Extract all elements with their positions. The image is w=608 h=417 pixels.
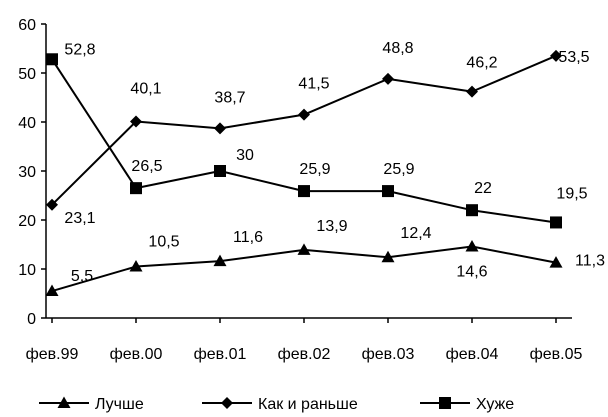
data-label-khuzhe: 25,9 <box>383 161 414 178</box>
y-tick-label: 20 <box>18 213 36 230</box>
data-point-luchshe <box>129 260 143 272</box>
legend-marker-diamond-icon <box>221 397 233 409</box>
data-point-luchshe <box>297 243 311 255</box>
legend-marker-triangle-icon <box>57 396 71 408</box>
data-point-luchshe <box>549 256 563 268</box>
data-label-luchshe: 12,4 <box>400 225 431 242</box>
y-tick-label: 30 <box>18 164 36 181</box>
legend-item-kak-i-ranshe: Как и раньше <box>202 396 358 413</box>
x-tick-label: фев.04 <box>446 346 499 363</box>
data-point-kak-i-ranshe <box>382 72 394 85</box>
data-label-luchshe: 11,3 <box>575 253 605 270</box>
data-label-luchshe: 11,6 <box>233 229 263 246</box>
legend-item-khuzhe: Хуже <box>420 396 514 413</box>
data-point-luchshe <box>381 250 395 263</box>
series-markers <box>45 49 563 297</box>
legend-label: Хуже <box>476 396 514 413</box>
legend-marker-square-icon <box>439 397 451 409</box>
data-point-khuzhe <box>214 165 226 177</box>
y-tick-label: 0 <box>27 311 36 328</box>
data-point-kak-i-ranshe <box>298 108 310 121</box>
data-label-khuzhe: 52,8 <box>64 41 95 58</box>
data-label-khuzhe: 30 <box>236 147 254 164</box>
data-point-luchshe <box>213 254 227 267</box>
data-label-luchshe: 13,9 <box>316 218 347 235</box>
data-point-luchshe <box>45 284 59 297</box>
y-tick-label: 10 <box>18 262 36 279</box>
legend: Лучше Как и раньше Хуже <box>39 396 514 413</box>
data-label-luchshe: 14,6 <box>456 263 487 280</box>
legend-label: Как и раньше <box>258 396 358 413</box>
x-tick-label: фев.03 <box>362 346 415 363</box>
y-tick-label: 40 <box>18 115 36 132</box>
data-label-luchshe: 5,5 <box>71 268 93 285</box>
data-label-kak-i-ranshe: 53,5 <box>558 49 589 66</box>
data-label-kak-i-ranshe: 48,8 <box>382 40 413 57</box>
data-label-khuzhe: 19,5 <box>556 185 587 202</box>
x-tick-label: фев.99 <box>26 346 79 363</box>
data-label-kak-i-ranshe: 40,1 <box>130 81 161 98</box>
data-point-khuzhe <box>298 185 310 198</box>
data-labels: 5,5 10,5 11,6 13,9 12,4 14,6 11,3 23,1 40,1 38,7 4… <box>64 40 605 285</box>
y-tick-label: 60 <box>18 17 36 34</box>
data-point-khuzhe <box>46 53 58 66</box>
x-tick-label: фев.05 <box>530 346 583 363</box>
data-label-kak-i-ranshe: 41,5 <box>298 76 329 93</box>
data-point-khuzhe <box>382 185 394 198</box>
data-label-khuzhe: 25,9 <box>299 161 330 178</box>
legend-label: Лучше <box>95 396 144 413</box>
data-point-khuzhe <box>550 216 562 229</box>
legend-item-luchshe: Лучше <box>39 396 144 413</box>
data-point-kak-i-ranshe <box>550 49 562 62</box>
data-label-kak-i-ranshe: 46,2 <box>466 55 497 72</box>
data-point-kak-i-ranshe <box>214 122 226 135</box>
data-point-kak-i-ranshe <box>130 115 142 128</box>
data-label-kak-i-ranshe: 38,7 <box>214 89 245 106</box>
data-point-khuzhe <box>466 204 478 217</box>
data-label-luchshe: 10,5 <box>148 234 179 251</box>
data-point-kak-i-ranshe <box>46 198 58 211</box>
data-point-kak-i-ranshe <box>466 85 478 98</box>
data-point-luchshe <box>465 239 479 252</box>
axes: 0 10 20 30 40 50 60 фев.99 фев.00 фев.01 фев.02 фев… <box>18 17 582 363</box>
x-tick-label: фев.00 <box>110 346 163 363</box>
data-label-khuzhe: 26,5 <box>131 158 162 175</box>
y-tick-label: 50 <box>18 66 36 83</box>
x-tick-label: фев.01 <box>194 346 247 363</box>
x-tick-label: фев.02 <box>278 346 331 363</box>
data-point-khuzhe <box>130 182 142 195</box>
data-label-khuzhe: 22 <box>474 180 492 197</box>
data-label-kak-i-ranshe: 23,1 <box>64 210 95 227</box>
